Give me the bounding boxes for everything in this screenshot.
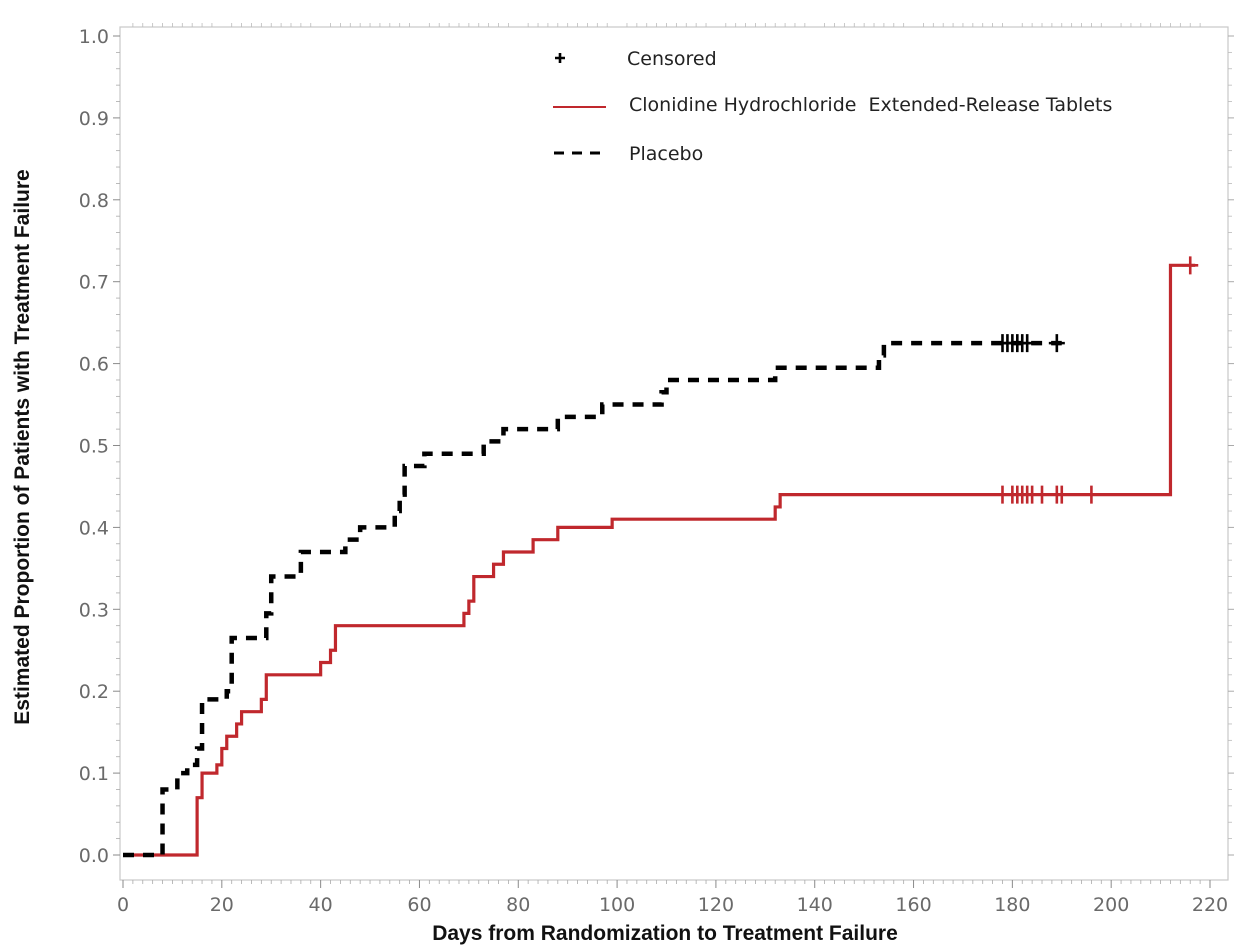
legend-label: Placebo [629,143,703,165]
y-tick-label: 0.0 [79,845,109,867]
y-tick-label: 0.8 [79,190,109,212]
x-tick-label: 0 [117,894,129,916]
x-tick-label: 60 [407,894,431,916]
y-axis-title: Estimated Proportion of Patients with Tr… [11,169,34,724]
y-tick-label: 0.9 [79,108,109,130]
y-tick-label: 0.1 [79,763,109,785]
x-tick-label: 140 [797,894,833,916]
censored-mark [1182,256,1199,275]
censored-mark [1053,485,1070,504]
x-tick-label: 160 [895,894,931,916]
y-tick-label: 0.2 [79,681,109,703]
censored-mark [1048,334,1065,353]
y-tick-label: 0.3 [79,599,109,621]
censored-mark [1019,334,1036,353]
clonidine-series-line [123,263,1196,857]
placebo-series-line [123,340,1062,858]
y-tick-label: 0.6 [79,354,109,376]
x-tick-label: 180 [994,894,1030,916]
legend-label: Censored [627,48,717,70]
x-tick-label: 100 [599,894,635,916]
x-tick-label: 220 [1192,894,1228,916]
x-tick-label: 40 [309,894,333,916]
y-tick-label: 0.5 [79,436,109,458]
x-tick-label: 80 [506,894,530,916]
y-tick-label: 0.7 [79,272,109,294]
legend-censored-symbol [555,53,565,63]
y-tick-label: 1.0 [79,26,109,48]
censored-mark [1083,485,1100,504]
x-tick-label: 200 [1093,894,1129,916]
y-tick-label: 0.4 [79,517,109,539]
x-tick-label: 20 [210,894,234,916]
censored-mark [1034,485,1051,504]
x-tick-label: 120 [698,894,734,916]
legend-label: Clonidine Hydrochloride Extended-Release… [629,94,1112,116]
x-axis-title: Days from Randomization to Treatment Fai… [432,922,898,945]
plot-frame [119,26,1229,881]
